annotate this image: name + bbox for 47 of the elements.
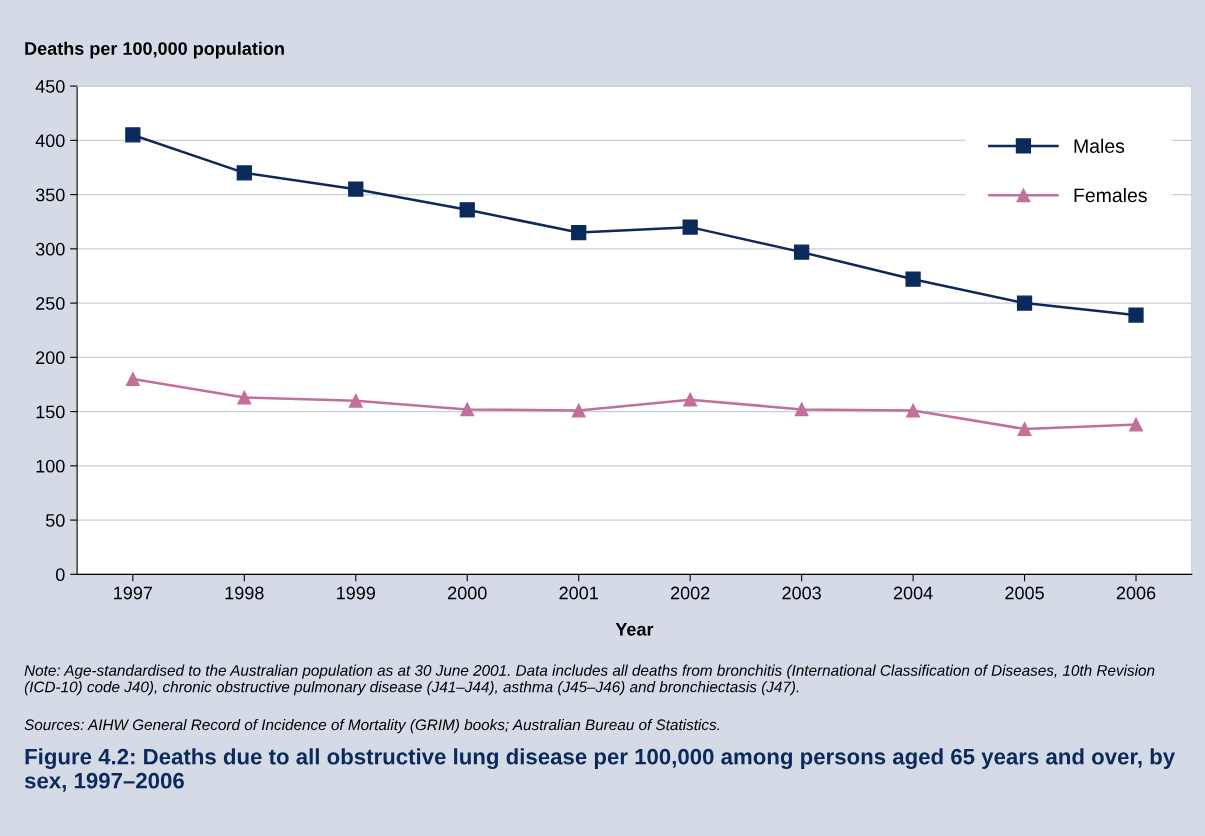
y-tick-label: 450 — [35, 80, 65, 93]
y-tick-label: 250 — [36, 297, 65, 310]
y-tick-label: 350 — [35, 188, 65, 202]
y-tick-label: 200 — [36, 351, 65, 365]
point — [460, 402, 475, 417]
x-tick-label: 2006 — [1116, 586, 1156, 600]
legend-label: Females — [1074, 187, 1147, 203]
point — [571, 224, 587, 241]
y-tick-label: 100 — [36, 459, 65, 473]
point — [1016, 295, 1033, 311]
point — [459, 202, 475, 218]
point — [348, 181, 364, 197]
point — [348, 393, 363, 408]
point — [125, 127, 141, 143]
point — [683, 392, 698, 407]
x-tick-label: 2000 — [448, 586, 487, 600]
point — [1017, 422, 1032, 436]
y-axis-title: Deaths per 100,000 population — [25, 41, 284, 59]
point — [905, 271, 921, 287]
y-tick-label: 150 — [36, 405, 65, 419]
legend-label: Males — [1074, 138, 1125, 153]
source-note: Sources: AIHW General Record of Incidence of Mortality (GRIM) books; Australian Bureau of Statistics. — [24, 718, 720, 734]
point — [237, 390, 252, 405]
y-tick-label: 400 — [35, 134, 65, 148]
x-tick-label: 2003 — [782, 586, 821, 600]
point — [794, 402, 809, 417]
x-tick-label: 1999 — [337, 586, 376, 600]
y-tick-label: 300 — [35, 242, 65, 256]
point — [906, 403, 921, 418]
point — [571, 403, 586, 418]
x-tick-label: 2005 — [1005, 586, 1044, 600]
x-tick-label: 2001 — [559, 586, 598, 600]
x-tick-label: 1998 — [225, 586, 264, 600]
y-tick-label: 50 — [45, 514, 65, 527]
point — [236, 165, 252, 181]
text: Figure 4.2: Deaths due to all obstructive lung disease per 100,000 among persons aged 65 years and over, by sex, 1997–2006 — [24, 748, 1176, 792]
y-tick-label: 0 — [55, 568, 65, 582]
point — [793, 244, 810, 260]
point — [1128, 307, 1144, 323]
point — [682, 219, 698, 235]
point — [125, 372, 140, 386]
point — [1129, 417, 1143, 432]
x-tick-label: 2004 — [893, 586, 933, 600]
x-tick-label: 2002 — [670, 586, 710, 600]
x-axis-title: Year — [615, 623, 654, 636]
x-tick-label: 1997 — [114, 586, 153, 600]
text: Note: Age-standardised to the Australian population as at 30 June 2001. Data includes all deaths from bronchitis (International Classification of Diseases, 10th Revision (ICD-10) code J40), chronic obstructive pulmonary disease (J41–J44), asthma (J45–J46) and bronchiectasis (J47). — [24, 664, 1155, 696]
